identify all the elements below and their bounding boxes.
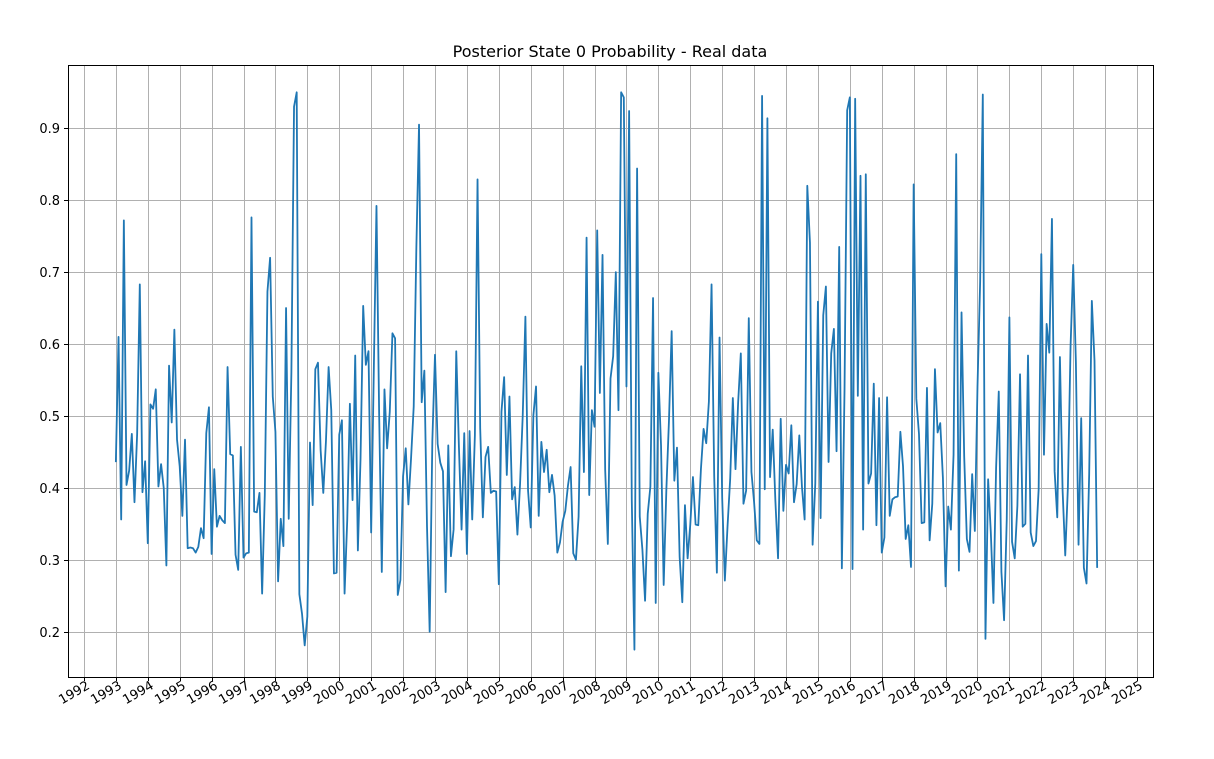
chart-title: Posterior State 0 Probability - Real dat… bbox=[453, 42, 768, 61]
y-tick-label: 0.2 bbox=[39, 626, 60, 641]
y-axis: 0.2 0.3 0.4 0.5 0.6 0.7 0.8 0.9 bbox=[39, 122, 68, 641]
series-line bbox=[114, 91, 1099, 651]
y-tick-label: 0.3 bbox=[39, 554, 60, 569]
plot-frame bbox=[68, 65, 1154, 678]
series-layer bbox=[114, 91, 1099, 651]
y-tick-label: 0.4 bbox=[39, 482, 60, 497]
y-tick-label: 0.9 bbox=[39, 122, 60, 137]
y-tick-label: 0.5 bbox=[39, 410, 60, 425]
y-tick-label: 0.8 bbox=[39, 194, 60, 209]
y-tick-label: 0.6 bbox=[39, 338, 60, 353]
y-tick-label: 0.7 bbox=[39, 266, 60, 281]
